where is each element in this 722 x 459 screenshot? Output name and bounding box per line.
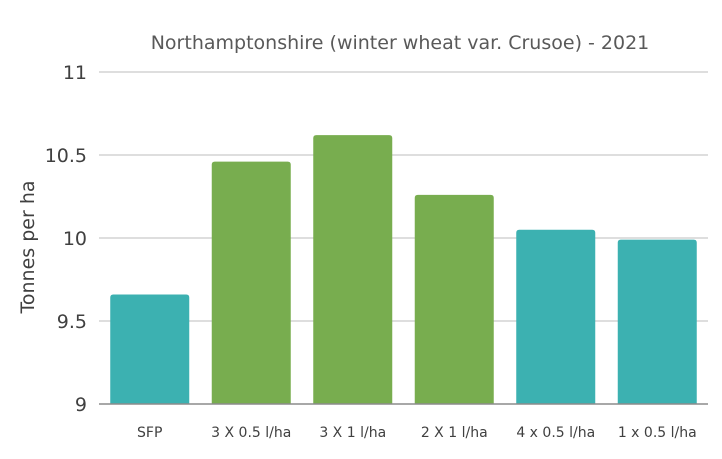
y-axis-ticks: 9 9.5 10 10.5 11 <box>45 62 87 416</box>
y-axis-label: Tonnes per ha <box>17 181 39 315</box>
bar <box>414 194 494 404</box>
x-axis-ticks: SFP 3 X 0.5 l/ha 3 X 1 l/ha 2 X 1 l/ha 4 x 0… <box>137 425 697 441</box>
gridlines <box>99 71 708 322</box>
chart-title: Northamptonshire (winter wheat var. Crus… <box>151 32 650 54</box>
x-tick-label: SFP <box>137 425 162 441</box>
bar <box>516 229 596 404</box>
bar <box>617 239 697 404</box>
bar <box>313 135 393 404</box>
bar <box>110 294 190 404</box>
bar <box>211 161 291 404</box>
bars <box>110 135 697 404</box>
y-tick-label: 9.5 <box>57 311 87 333</box>
y-tick-label: 11 <box>63 62 87 84</box>
y-tick-label: 9 <box>75 394 87 416</box>
x-tick-label: 1 x 0.5 l/ha <box>618 425 697 441</box>
x-tick-label: 4 x 0.5 l/ha <box>516 425 595 441</box>
x-tick-label: 2 X 1 l/ha <box>421 425 488 441</box>
y-tick-label: 10 <box>63 228 87 250</box>
x-tick-label: 3 X 1 l/ha <box>319 425 386 441</box>
y-tick-label: 10.5 <box>45 145 87 167</box>
x-tick-label: 3 X 0.5 l/ha <box>211 425 291 441</box>
